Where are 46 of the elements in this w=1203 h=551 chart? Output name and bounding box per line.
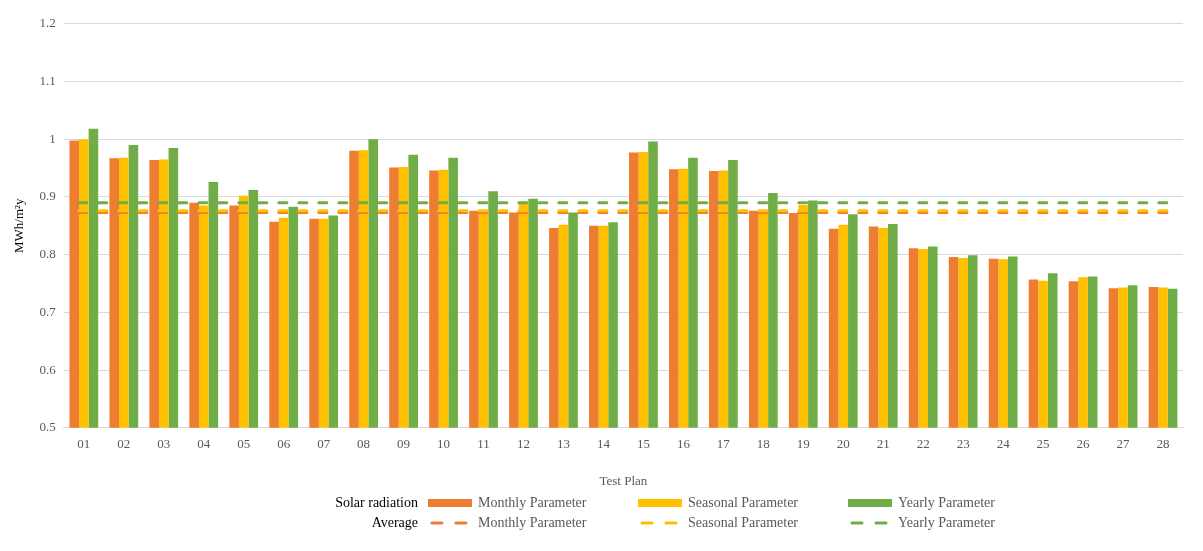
x-tick-label: 18 <box>756 436 770 452</box>
y-tick-label: 1 <box>49 130 56 146</box>
x-tick-label: 24 <box>996 436 1011 452</box>
x-tick-label: 03 <box>157 436 171 452</box>
x-tick-label: 01 <box>77 436 91 452</box>
text: Average <box>370 515 418 531</box>
x-tick-label: 10 <box>437 436 451 452</box>
x-tick-label: 26 <box>1076 436 1091 452</box>
legend-label: Seasonal Parameter <box>688 495 799 511</box>
x-tick-label: 04 <box>197 436 211 452</box>
y-tick-label: 0.7 <box>39 303 57 319</box>
x-tick-label: 13 <box>556 436 570 452</box>
y-tick-label: 1.1 <box>39 72 56 88</box>
legend-label: Monthly Parameter <box>478 515 587 531</box>
y-tick-label: 0.9 <box>39 188 56 204</box>
y-tick-label: 0.5 <box>39 419 56 435</box>
x-tick-label: 12 <box>517 436 530 452</box>
x-tick-label: 23 <box>956 436 970 452</box>
x-tick-label: 08 <box>357 436 371 452</box>
x-tick-label: 17 <box>716 436 731 452</box>
x-axis-title: Test Plan <box>599 472 648 488</box>
x-tick-label: 20 <box>836 436 850 452</box>
legend-label: Monthly Parameter <box>478 495 587 511</box>
legend-label: Yearly Parameter <box>898 515 995 531</box>
y-axis-title: MWh/m²y <box>11 198 27 254</box>
x-tick-label: 22 <box>916 436 930 452</box>
x-tick-label: 15 <box>636 436 650 452</box>
x-tick-label: 25 <box>1036 436 1050 452</box>
x-tick-label: 02 <box>117 436 131 452</box>
x-tick-label: 19 <box>796 436 810 452</box>
x-tick-label: 06 <box>277 436 291 452</box>
legend-label: Seasonal Parameter <box>688 515 799 531</box>
y-tick-label: 0.8 <box>39 246 56 262</box>
legend-label: Yearly Parameter <box>898 495 995 511</box>
x-tick-label: 11 <box>477 436 490 452</box>
x-tick-label: 09 <box>397 436 411 452</box>
text: Solar radiation <box>334 495 418 511</box>
y-tick-label: 1.2 <box>39 15 56 31</box>
x-tick-label: 21 <box>876 436 890 452</box>
x-tick-label: 28 <box>1156 436 1170 452</box>
x-tick-label: 05 <box>237 436 251 452</box>
x-tick-label: 16 <box>676 436 691 452</box>
y-tick-label: 0.6 <box>39 361 57 377</box>
x-tick-label: 14 <box>596 436 611 452</box>
x-tick-label: 07 <box>317 436 331 452</box>
x-tick-label: 27 <box>1116 436 1131 452</box>
